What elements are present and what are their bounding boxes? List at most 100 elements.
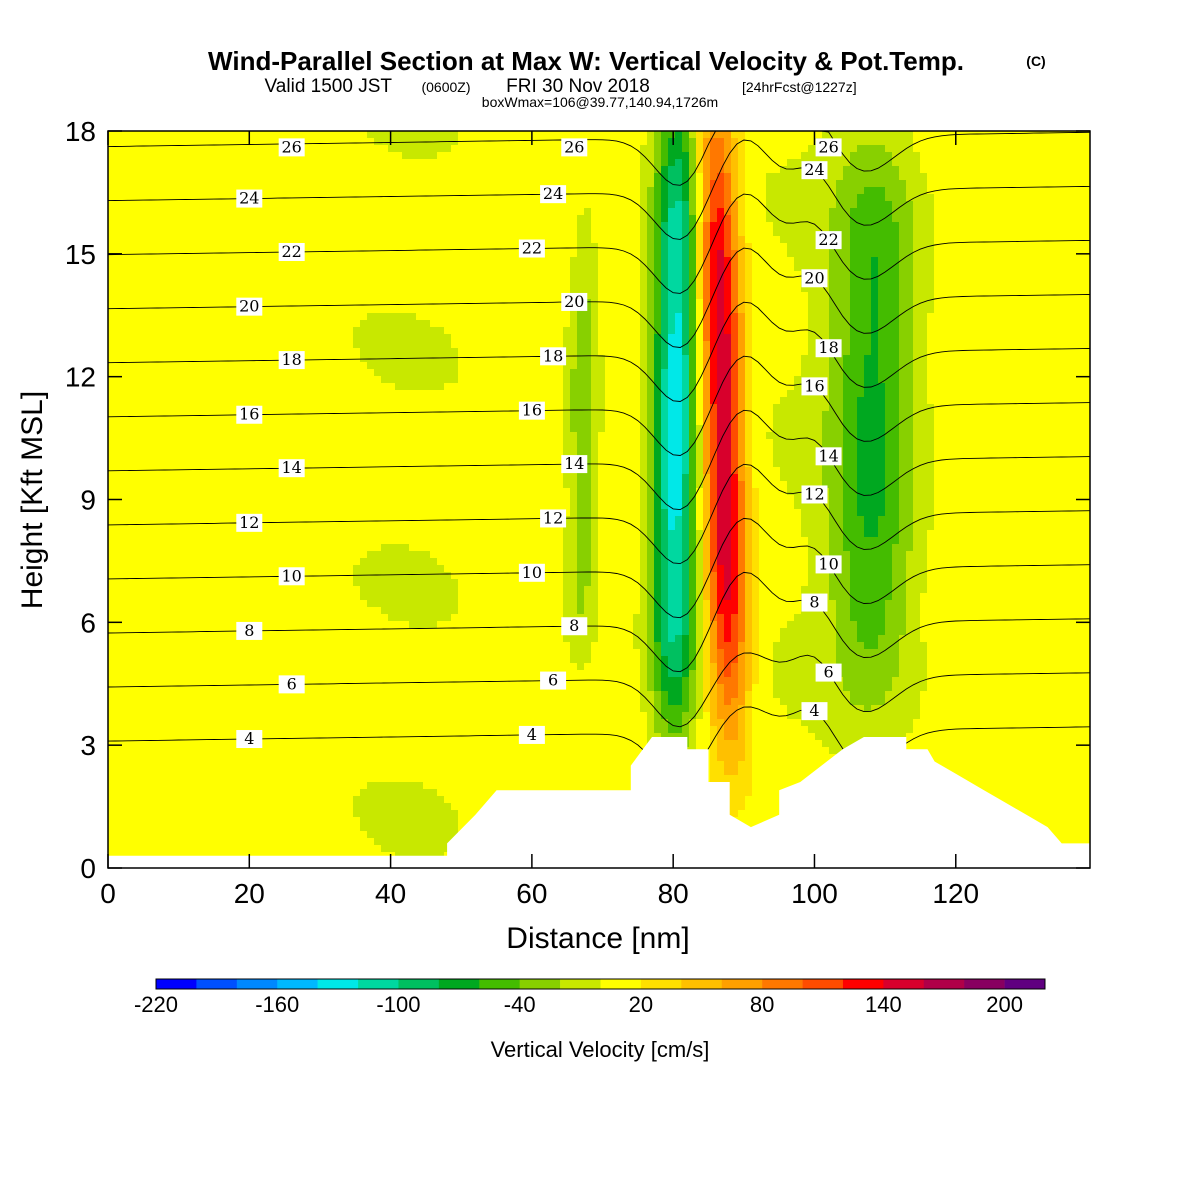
field-cell [479, 194, 487, 202]
field-cell [899, 145, 907, 153]
field-cell [150, 299, 158, 307]
field-cell [850, 250, 858, 258]
field-cell [857, 187, 865, 195]
field-cell [241, 271, 249, 279]
field-cell [521, 306, 529, 314]
field-cell [500, 306, 508, 314]
field-cell [962, 243, 970, 251]
field-cell [640, 271, 648, 279]
field-cell [129, 159, 137, 167]
field-cell [402, 243, 410, 251]
field-cell [689, 250, 697, 258]
field-cell [213, 376, 221, 384]
field-cell [381, 201, 389, 209]
field-cell [535, 145, 543, 153]
field-cell [304, 187, 312, 195]
field-cell [325, 362, 333, 370]
field-cell [647, 250, 655, 258]
field-cell [234, 138, 242, 146]
field-cell [157, 306, 165, 314]
field-cell [255, 145, 263, 153]
field-cell [150, 369, 158, 377]
field-cell [696, 236, 704, 244]
field-cell [738, 138, 746, 146]
field-cell [514, 369, 522, 377]
field-cell [906, 334, 914, 342]
field-cell [465, 264, 473, 272]
field-cell [108, 341, 116, 349]
field-cell [682, 355, 690, 363]
field-cell [164, 278, 172, 286]
field-cell [738, 145, 746, 153]
field-cell [213, 285, 221, 293]
field-cell [591, 201, 599, 209]
field-cell [1060, 166, 1068, 174]
field-cell [1011, 229, 1019, 237]
field-cell [997, 327, 1005, 335]
field-cell [920, 229, 928, 237]
field-cell [199, 138, 207, 146]
field-cell [451, 173, 459, 181]
field-cell [290, 229, 298, 237]
field-cell [934, 278, 942, 286]
field-cell [416, 292, 424, 300]
field-cell [332, 320, 340, 328]
field-cell [878, 138, 886, 146]
field-cell [745, 271, 753, 279]
field-cell [304, 278, 312, 286]
field-cell [164, 152, 172, 160]
field-cell [1081, 306, 1089, 314]
field-cell [1067, 334, 1075, 342]
field-cell [423, 334, 431, 342]
field-cell [808, 362, 816, 370]
field-cell [990, 299, 998, 307]
field-cell [822, 355, 830, 363]
field-cell [773, 285, 781, 293]
field-cell [367, 208, 375, 216]
field-cell [150, 348, 158, 356]
field-cell [255, 320, 263, 328]
field-cell [899, 250, 907, 258]
field-cell [178, 264, 186, 272]
field-cell [1074, 299, 1082, 307]
field-cell [577, 159, 585, 167]
field-cell [647, 208, 655, 216]
field-cell [766, 271, 774, 279]
field-cell [304, 299, 312, 307]
field-cell [346, 215, 354, 223]
field-cell [899, 320, 907, 328]
field-cell [409, 285, 417, 293]
field-cell [521, 145, 529, 153]
field-cell [780, 278, 788, 286]
field-cell [822, 369, 830, 377]
field-cell [1053, 362, 1061, 370]
field-cell [640, 292, 648, 300]
field-cell [171, 208, 179, 216]
field-cell [752, 313, 760, 321]
field-cell [479, 222, 487, 230]
field-cell [227, 292, 235, 300]
field-cell [815, 320, 823, 328]
field-cell [766, 369, 774, 377]
field-cell [164, 173, 172, 181]
field-cell [941, 257, 949, 265]
field-cell [248, 215, 256, 223]
field-cell [962, 264, 970, 272]
field-cell [745, 152, 753, 160]
field-cell [304, 257, 312, 265]
field-cell [640, 257, 648, 265]
field-cell [759, 327, 767, 335]
field-cell [486, 166, 494, 174]
field-cell [241, 257, 249, 265]
field-cell [1074, 187, 1082, 195]
field-cell [150, 376, 158, 384]
field-cell [605, 243, 613, 251]
field-cell [150, 243, 158, 251]
field-cell [423, 327, 431, 335]
field-cell [311, 313, 319, 321]
field-cell [430, 173, 438, 181]
field-cell [584, 152, 592, 160]
field-cell [871, 229, 879, 237]
field-cell [577, 369, 585, 377]
field-cell [192, 369, 200, 377]
